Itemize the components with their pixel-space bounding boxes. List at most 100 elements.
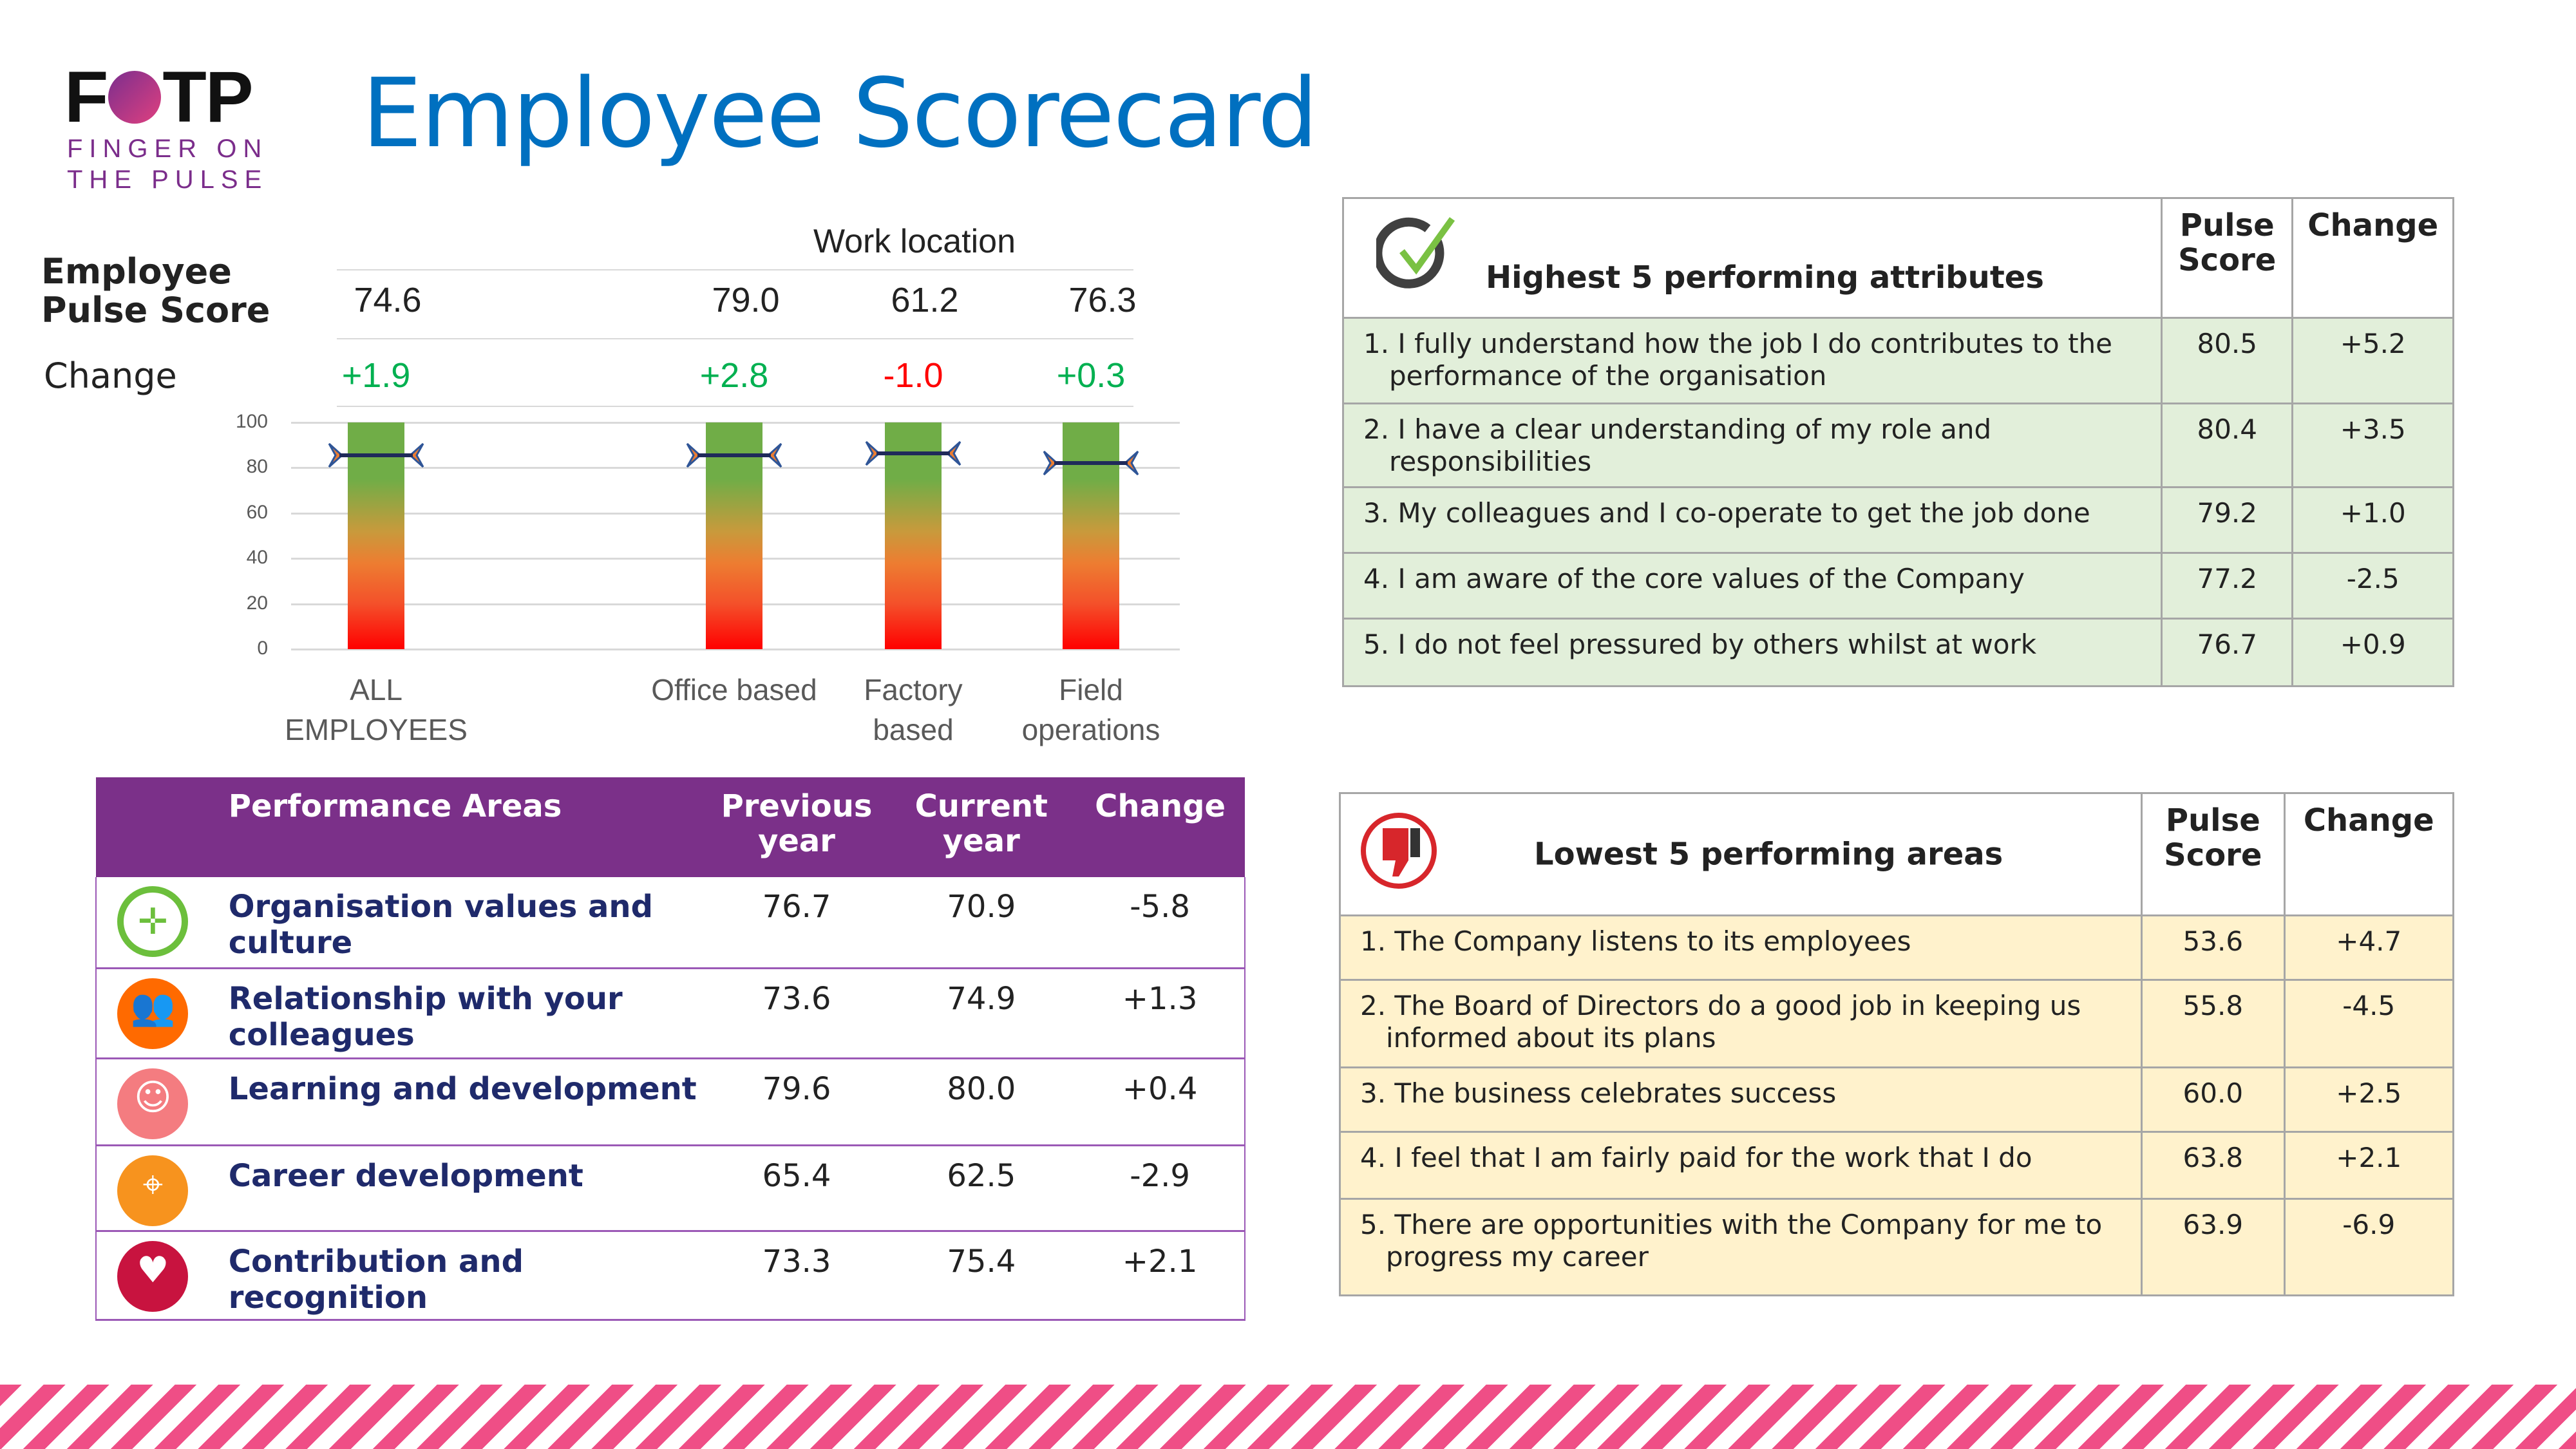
y-tick-label: 100 [235, 411, 268, 432]
icon-cell: ☺ [95, 1058, 209, 1146]
current-year-value: 80.0 [887, 1058, 1076, 1146]
y-tick-label: 40 [246, 547, 268, 569]
decorative-stripe [0, 1385, 2576, 1449]
score-marker [1043, 451, 1139, 476]
category-label: Office based [638, 670, 831, 710]
category-label-line-2: based [873, 713, 954, 746]
y-tick-label: 60 [246, 501, 268, 523]
change-value: -6.9 [2283, 1198, 2454, 1296]
table-row: 2. I have a clear understanding of my ro… [1342, 402, 2454, 488]
highest-attributes-table: Highest 5 performing attributes Pulse Sc… [1342, 197, 2454, 687]
pulse-icon [108, 71, 162, 124]
attribute-text: 2. The Board of Directors do a good job … [1338, 979, 2143, 1068]
y-tick-label: 20 [246, 592, 268, 614]
change-value: +0.9 [2291, 618, 2454, 687]
icon-cell: ✛ [95, 877, 209, 969]
icon-cell: 👥 [95, 968, 209, 1059]
attribute-text: 1. The Company listens to its employees [1338, 914, 2143, 981]
table-row: 3. My colleagues and I co-operate to get… [1342, 486, 2454, 554]
table-row: 4. I feel that I am fairly paid for the … [1338, 1131, 2454, 1200]
category-label-line-1: Factory [864, 673, 963, 706]
pulse-score-value: 61.2 [891, 281, 959, 319]
header-icon [96, 777, 209, 877]
previous-year-value: 76.7 [706, 877, 887, 969]
change-value: -5.8 [1075, 877, 1245, 969]
thumbs-down-icon [1360, 809, 1437, 900]
heart-hands-icon: ♥ [117, 1240, 189, 1312]
change-value: +5.2 [2291, 317, 2454, 404]
table-row: ✛ Organisation values and culture 76.7 7… [95, 877, 1245, 969]
header-performance-areas: Performance Areas [209, 777, 706, 877]
pulse-score-value: 63.8 [2141, 1131, 2286, 1200]
pulse-score-value: 80.4 [2160, 402, 2294, 488]
highest-title: Highest 5 performing attributes [1486, 259, 2044, 296]
pulse-score-value: 76.7 [2160, 618, 2294, 687]
table-row: 4. I am aware of the core values of the … [1342, 552, 2454, 620]
change-value: +1.9 [341, 356, 411, 395]
change-value: -1.0 [883, 356, 943, 395]
table-row: 👥 Relationship with your colleagues 73.6… [95, 968, 1245, 1059]
change-value: +0.4 [1075, 1058, 1245, 1146]
area-name: Contribution and recognition [209, 1231, 706, 1321]
attribute-text: 5. I do not feel pressured by others whi… [1342, 618, 2163, 687]
table-row: ⌖ Career development 65.4 62.5 -2.9 [95, 1145, 1245, 1232]
header-change: Change [1075, 777, 1245, 877]
change-label: Change [44, 355, 177, 396]
score-marker [328, 442, 424, 468]
category-label: ALL EMPLOYEES [279, 670, 473, 750]
attribute-text: 3. My colleagues and I co-operate to get… [1342, 486, 2163, 554]
bar [348, 422, 404, 649]
compass-icon: ✛ [117, 886, 189, 957]
header-pulse-score: Pulse Score [2160, 197, 2294, 319]
icon-cell: ⌖ [95, 1145, 209, 1232]
pulse-score-value: 55.8 [2141, 979, 2286, 1068]
divider [337, 269, 1133, 270]
checkmark-icon [1373, 213, 1460, 303]
divider [337, 338, 1133, 339]
category-label-line-2: operations [1021, 713, 1160, 746]
attribute-text: 4. I feel that I am fairly paid for the … [1338, 1131, 2143, 1200]
lowest-title: Lowest 5 performing areas [1534, 836, 2003, 873]
pulse-score-value: 77.2 [2160, 552, 2294, 620]
table-row: 3. The business celebrates success 60.0 … [1338, 1066, 2454, 1133]
pulse-score-value: 60.0 [2141, 1066, 2286, 1133]
area-name: Career development [209, 1145, 706, 1232]
work-location-label: Work location [813, 223, 1016, 260]
pulse-score-value: 79.2 [2160, 486, 2294, 554]
pulse-score-value: 53.6 [2141, 914, 2286, 981]
pulse-score-label-line-2: Pulse Score [41, 290, 270, 330]
reader-icon: ☺ [117, 1068, 189, 1139]
category-label-line-1: Field [1059, 673, 1123, 706]
bar [1063, 422, 1119, 649]
previous-year-value: 65.4 [706, 1145, 887, 1232]
current-year-value: 75.4 [887, 1231, 1076, 1321]
performance-areas-table: Performance Areas Previous year Current … [95, 777, 1245, 1321]
change-value: +4.7 [2283, 914, 2454, 981]
table-row: ♥ Contribution and recognition 73.3 75.4… [95, 1231, 1245, 1321]
table-row: 1. I fully understand how the job I do c… [1342, 317, 2454, 404]
category-label-line-2: EMPLOYEES [285, 713, 468, 746]
previous-year-value: 73.3 [706, 1231, 887, 1321]
score-marker [865, 440, 961, 466]
change-value: +2.8 [699, 356, 769, 395]
fotp-logo: F TP FINGER ON THE PULSE [64, 61, 270, 194]
change-value: +1.3 [1075, 968, 1245, 1059]
pulse-score-label-line-1: Employee [41, 251, 232, 292]
current-year-value: 74.9 [887, 968, 1076, 1059]
change-value: -4.5 [2283, 979, 2454, 1068]
score-marker [686, 442, 782, 468]
change-value: +2.5 [2283, 1066, 2454, 1133]
table-row: 5. There are opportunities with the Comp… [1338, 1198, 2454, 1296]
table-row: ☺ Learning and development 79.6 80.0 +0.… [95, 1058, 1245, 1146]
area-name: Organisation values and culture [209, 877, 706, 969]
previous-year-value: 79.6 [706, 1058, 887, 1146]
attribute-text: 1. I fully understand how the job I do c… [1342, 317, 2163, 404]
category-label: Factory based [817, 670, 1010, 750]
header-current-year: Current year [887, 777, 1076, 877]
bar [885, 422, 942, 649]
current-year-value: 62.5 [887, 1145, 1076, 1232]
header-previous-year: Previous year [706, 777, 887, 877]
category-label-line-1: Office based [651, 673, 817, 706]
table-row: 1. The Company listens to its employees … [1338, 914, 2454, 981]
change-value: +3.5 [2291, 402, 2454, 488]
